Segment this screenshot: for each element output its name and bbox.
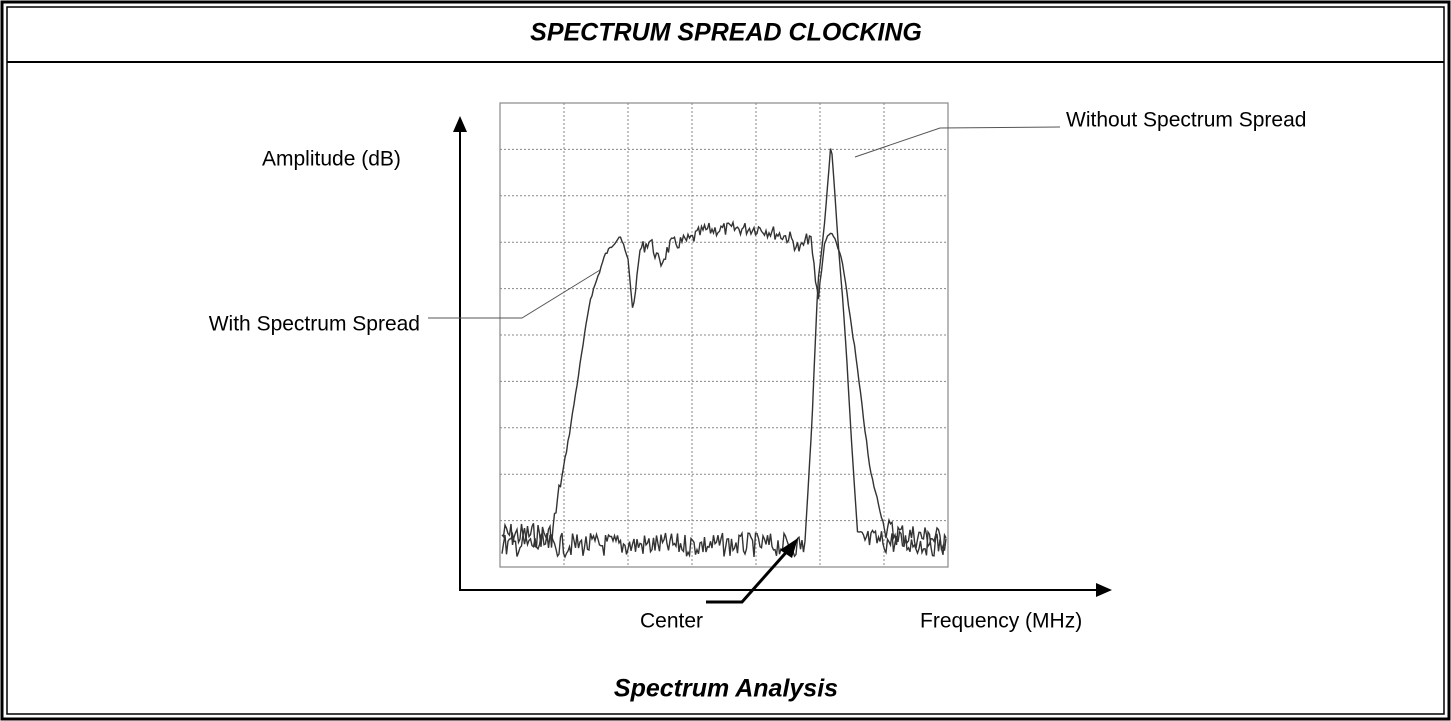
diagram: SPECTRUM SPREAD CLOCKING Amplitude (dB) … [0,0,1451,721]
center-arrow [706,548,790,602]
x-axis-label: Frequency (MHz) [920,610,1082,633]
plot-grid [500,103,948,567]
caption: Spectrum Analysis [614,675,838,703]
leader-without [855,127,1060,157]
x-axis-arrow [1096,583,1112,597]
annotation: Center [640,610,703,633]
with-spread-curve [502,222,946,550]
without-spread-curve [502,149,946,558]
annotation: Without Spectrum Spread [1066,109,1306,132]
y-axis-label: Amplitude (dB) [262,148,401,171]
y-axis-arrow [453,116,467,132]
leader-with [428,270,600,318]
annotation: With Spectrum Spread [209,313,420,336]
page: SPECTRUM SPREAD CLOCKING Amplitude (dB) … [0,0,1451,721]
title: SPECTRUM SPREAD CLOCKING [530,19,922,47]
